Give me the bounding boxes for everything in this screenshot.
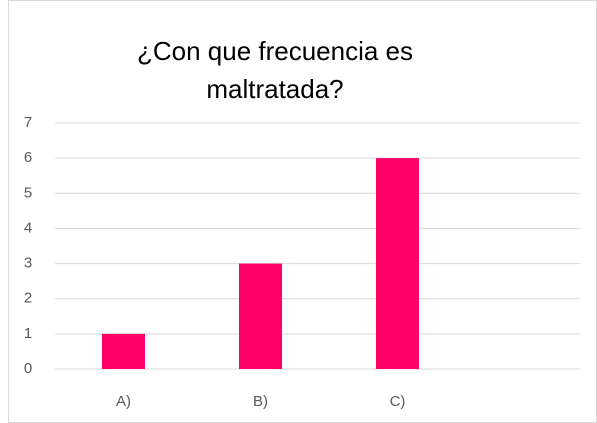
x-tick-label: C) bbox=[390, 393, 406, 410]
y-tick-label: 1 bbox=[24, 325, 32, 342]
y-tick-label: 4 bbox=[24, 219, 32, 236]
y-tick-label: 0 bbox=[24, 360, 32, 377]
y-tick-label: 5 bbox=[24, 184, 32, 201]
y-tick-label: 6 bbox=[24, 149, 32, 166]
bar bbox=[102, 333, 145, 369]
x-tick-label: A) bbox=[116, 393, 131, 410]
bar bbox=[376, 158, 419, 369]
y-tick-label: 2 bbox=[24, 290, 32, 307]
y-tick-label: 3 bbox=[24, 255, 32, 272]
chart-title: ¿Con que frecuencia es maltratada? bbox=[136, 36, 414, 104]
y-tick-label: 7 bbox=[24, 114, 32, 131]
bar bbox=[239, 263, 282, 369]
x-tick-label: B) bbox=[253, 393, 268, 410]
